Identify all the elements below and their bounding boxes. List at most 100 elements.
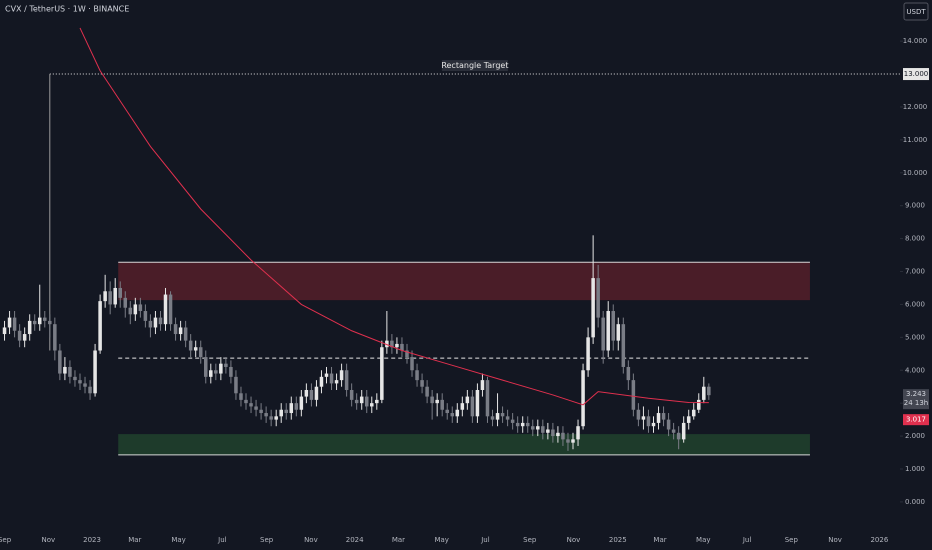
candle-body (465, 396, 470, 404)
candle-body (707, 386, 711, 396)
candle-body (123, 297, 128, 308)
x-tick-label: Mar (392, 536, 405, 544)
candle-body (410, 357, 414, 371)
candle-body (566, 439, 570, 443)
candle-body (606, 311, 610, 351)
candle-body (490, 416, 495, 420)
currency[interactable]: USDT (906, 8, 926, 16)
x-tick-label: Sep (0, 536, 12, 544)
candle-body (98, 301, 102, 351)
candle-body (385, 340, 389, 348)
currency-box[interactable] (903, 2, 929, 21)
countdown: 24 13h (904, 399, 928, 407)
x-tick-label: 2026 (870, 536, 888, 544)
candle-body (359, 396, 364, 404)
candle-body (198, 347, 203, 358)
candle-body (405, 350, 409, 358)
candle-body (400, 343, 404, 351)
candle-body (234, 376, 238, 394)
y-tick-label: 9.000 (905, 202, 925, 210)
candle-body (183, 327, 188, 341)
candle-body (480, 380, 485, 390)
candle-body (581, 370, 585, 427)
x-tick-label: Nov (41, 536, 55, 544)
candle-body (83, 383, 87, 387)
candle-body (525, 422, 530, 427)
candle-body (289, 403, 294, 414)
ma-badge (903, 414, 929, 426)
candle-body (68, 366, 72, 377)
candle-body (264, 413, 268, 417)
y-tick-label: 7.000 (905, 268, 925, 276)
candle-body (541, 426, 545, 433)
candle-body (214, 370, 218, 374)
candle-body (505, 416, 510, 420)
candle-body (2, 327, 7, 335)
candle-body (113, 287, 117, 305)
candle-body (576, 426, 580, 440)
candle-body (445, 409, 449, 414)
candle-body (370, 403, 374, 407)
candle-body (148, 320, 153, 328)
candle-body (339, 370, 344, 381)
candle-body (37, 317, 42, 325)
y-tick-label: 0.000 (905, 498, 925, 506)
candle-body (209, 370, 213, 377)
candle-body (500, 413, 505, 417)
candle-body (17, 330, 22, 341)
y-tick-label: 11.000 (903, 136, 928, 144)
candle-body (93, 350, 97, 394)
target-badge (903, 68, 929, 81)
candle-body (314, 386, 319, 400)
x-tick-label: May (696, 536, 710, 544)
candle-body (571, 439, 575, 443)
candle-body (43, 317, 47, 321)
candle-body (143, 311, 148, 321)
candle-body (319, 376, 324, 387)
candle-body (254, 406, 258, 410)
x-tick-label: Jul (217, 536, 227, 544)
candle-body (274, 416, 278, 420)
candle-body (304, 390, 309, 397)
candle-body (671, 429, 676, 433)
candle-body (22, 334, 27, 341)
candle-body (611, 311, 616, 341)
candle-body (375, 399, 379, 404)
candle-body (430, 396, 434, 404)
x-tick-label: Sep (523, 536, 537, 544)
x-tick-label: Nov (567, 536, 581, 544)
candle-body (32, 320, 37, 325)
candle-body (294, 403, 299, 410)
candle-body (73, 376, 77, 381)
candle-body (591, 278, 595, 338)
candle-body (530, 426, 535, 430)
y-tick-label: 2.000 (905, 432, 925, 440)
candle-body (626, 366, 631, 381)
candle-body (676, 432, 681, 440)
candle-body (239, 393, 243, 400)
candle-body (586, 337, 590, 371)
candle-body (299, 396, 304, 410)
x-tick-label: May (434, 536, 448, 544)
candle-body (279, 409, 283, 417)
candle-body (616, 324, 621, 341)
x-tick-label: Jul (480, 536, 490, 544)
candle-body (158, 317, 163, 325)
candle-body (596, 278, 600, 318)
x-tick-label: 2023 (83, 536, 101, 544)
candle-body (334, 380, 339, 384)
candle-body (168, 294, 173, 325)
last-price-badge (903, 389, 929, 410)
x-tick-label: Mar (128, 536, 141, 544)
candle-body (641, 416, 646, 420)
candle-body (244, 399, 248, 404)
candle-body (138, 304, 143, 312)
target-text-box (441, 60, 508, 72)
candle-body (380, 347, 384, 400)
candle-body (173, 324, 178, 335)
candle-body (495, 413, 500, 420)
candle-body (636, 409, 641, 420)
candle-body (7, 317, 12, 328)
x-tick-label: Nov (828, 536, 842, 544)
candle-body (344, 370, 349, 390)
